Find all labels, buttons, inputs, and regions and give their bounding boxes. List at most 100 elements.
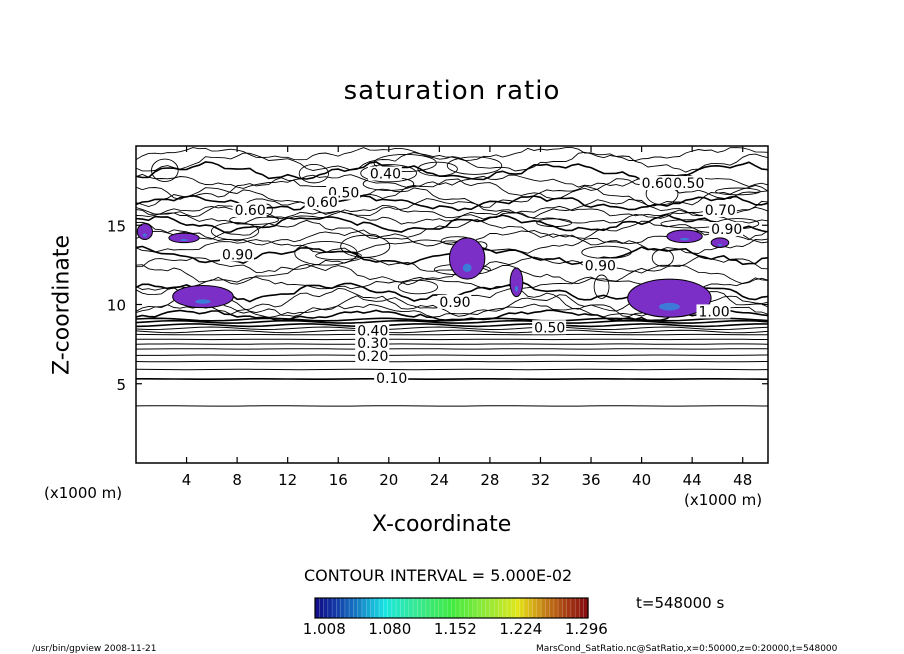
- colorbar-cell: [541, 598, 546, 618]
- colorbar-ticks: 1.008 1.080 1.152 1.224 1.296: [303, 620, 608, 638]
- colorbar-cell: [374, 598, 380, 618]
- supersaturated-core: [462, 263, 472, 272]
- contour-cell: [360, 164, 417, 183]
- contour-cell: [581, 245, 632, 259]
- colorbar-cell: [528, 598, 534, 618]
- colorbar-cell: [315, 598, 320, 618]
- colorbar-cell: [566, 598, 572, 618]
- colorbar-cell: [485, 598, 491, 618]
- colorbar-cell: [489, 598, 495, 618]
- colorbar-cell: [477, 598, 482, 618]
- colorbar-cell: [498, 598, 504, 618]
- colorbar-tick-label: 1.152: [434, 620, 477, 638]
- contour-label-bg: [702, 202, 737, 217]
- contour-line: [135, 323, 769, 328]
- x-axis-label: X-coordinate: [372, 512, 512, 537]
- contour-label-bg: [709, 222, 744, 237]
- supersaturated-core: [717, 243, 723, 246]
- contour-cell: [340, 234, 391, 258]
- contour-cell: [298, 163, 329, 184]
- colorbar-cell: [502, 598, 508, 618]
- supersaturated-region: [448, 237, 486, 280]
- colorbar-cell: [370, 598, 376, 618]
- colorbar-cell: [396, 598, 401, 618]
- contour-line: [135, 308, 769, 322]
- contour-cell: [651, 248, 674, 267]
- colorbar-cell: [421, 598, 427, 618]
- colorbar-cell: [583, 598, 589, 618]
- contour-cell: [593, 274, 610, 299]
- x-tick-label: 12: [278, 471, 297, 489]
- x-tick-label: 24: [430, 471, 449, 489]
- contour-line: [135, 329, 769, 334]
- colorbar-cell: [400, 598, 406, 618]
- colorbar-cell: [464, 598, 470, 618]
- x-tick-label: 28: [480, 471, 499, 489]
- x-tick-label: 44: [683, 471, 702, 489]
- colorbar-cell: [575, 598, 581, 618]
- contour-label-bg: [532, 320, 567, 335]
- contour-cell: [715, 187, 761, 196]
- contour-label-bg: [582, 258, 617, 273]
- colorbar-cell: [340, 598, 346, 618]
- contour-cell: [373, 154, 437, 172]
- y-tick-label: 10: [107, 297, 126, 315]
- contour-cell: [315, 251, 362, 261]
- colorbar-cell: [336, 598, 342, 618]
- contour-line: [135, 161, 769, 182]
- contour-label: 0.50: [534, 320, 565, 336]
- contour-label: 0.40: [357, 323, 388, 339]
- colorbar-cell: [383, 598, 389, 618]
- colorbar-cell: [404, 598, 410, 618]
- supersaturated-fills: [136, 223, 730, 318]
- x-tick-label: 8: [232, 471, 242, 489]
- colorbar-cell: [545, 598, 551, 618]
- contour-label: 0.40: [370, 167, 401, 183]
- contour-cell: [446, 156, 503, 175]
- colorbar-cell: [319, 598, 325, 618]
- colorbar-cell: [387, 598, 393, 618]
- colorbar-cell: [451, 598, 457, 618]
- contour-line: [135, 147, 769, 162]
- colorbar-cell: [361, 598, 367, 618]
- contour-label: 0.60: [235, 203, 266, 219]
- contour-label: 0.20: [357, 349, 388, 365]
- colorbar-tick-label: 1.008: [303, 620, 346, 638]
- colorbar-cell: [417, 598, 423, 618]
- time-label: t=548000 s: [636, 594, 725, 612]
- colorbar-cell: [472, 598, 478, 618]
- colorbar-tick-label: 1.296: [565, 620, 608, 638]
- colorbar-cell: [519, 598, 525, 618]
- supersaturated-core: [142, 233, 147, 237]
- colorbar-cell: [438, 598, 444, 618]
- contour-label: 0.60: [307, 195, 338, 211]
- colorbar-cell: [443, 598, 448, 618]
- colorbar-cell: [344, 598, 350, 618]
- colorbar-cell: [549, 598, 555, 618]
- supersaturated-region: [509, 267, 524, 298]
- contour-label: 0.70: [705, 203, 736, 219]
- supersaturated-core: [658, 302, 680, 311]
- colorbar-cell: [434, 598, 440, 618]
- contour-cell: [294, 240, 358, 266]
- y-axis-ticks: 5 10 15: [107, 217, 768, 394]
- colorbar-cell: [515, 598, 521, 618]
- contour-label-bg: [696, 304, 731, 319]
- colorbar-cell: [413, 598, 418, 618]
- y-tick-label: 15: [107, 217, 126, 235]
- colorbar-cell: [468, 598, 474, 618]
- colorbar-cell: [524, 598, 529, 618]
- contour-label-bg: [671, 176, 706, 191]
- contour-label-bg: [639, 176, 674, 191]
- x-tick-label: 4: [182, 471, 192, 489]
- y-tick-label: 5: [116, 376, 126, 394]
- contour-label-bg: [437, 294, 472, 309]
- colorbar-cell: [430, 598, 436, 618]
- footer-data-source: MarsCond_SatRatio.nc@SatRatio,x=0:50000,…: [536, 644, 838, 654]
- supersaturated-region: [136, 223, 153, 241]
- contour-line: [135, 326, 769, 331]
- contour-label-bg: [304, 195, 339, 210]
- contour-line: [135, 319, 769, 324]
- colorbar-cell: [532, 598, 538, 618]
- contour-label: 0.90: [222, 247, 253, 263]
